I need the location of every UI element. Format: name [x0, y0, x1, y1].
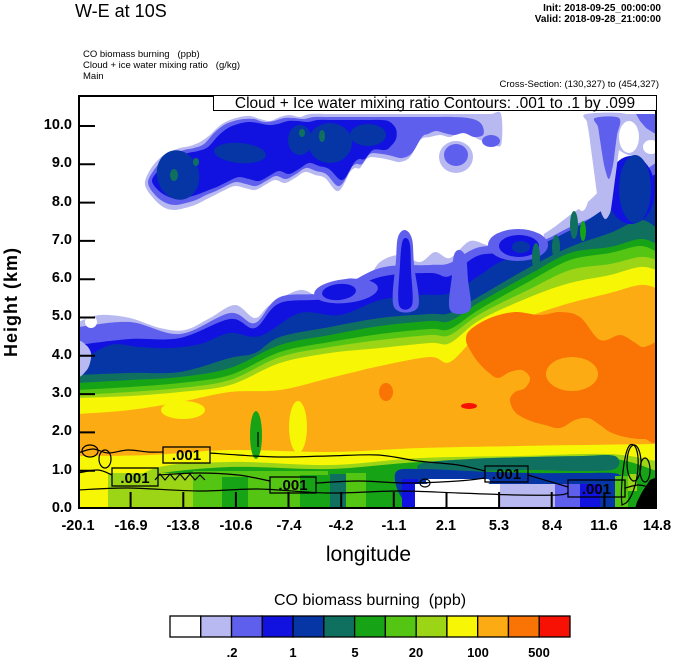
svg-text:.001: .001 [120, 470, 149, 487]
svg-text:.001: .001 [278, 477, 307, 494]
svg-text:.001: .001 [172, 447, 201, 464]
svg-text:.001: .001 [582, 481, 611, 498]
svg-text:.001: .001 [492, 466, 521, 483]
